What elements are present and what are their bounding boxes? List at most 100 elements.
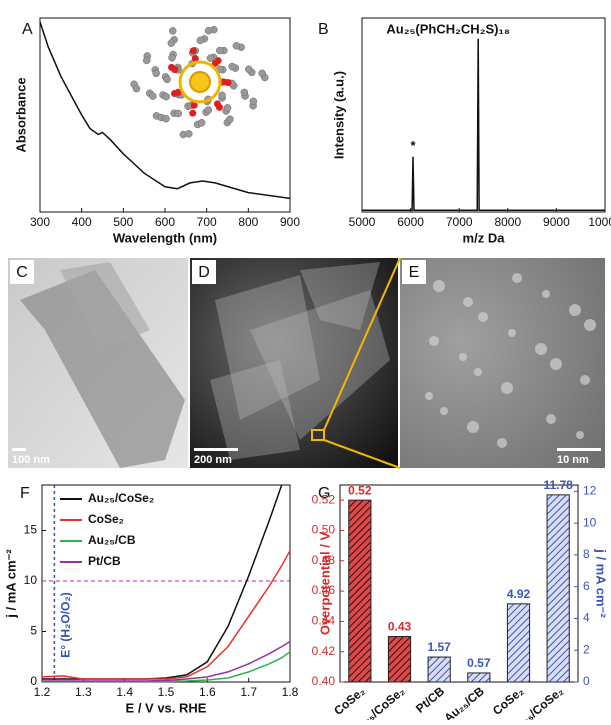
atom-s xyxy=(191,54,199,62)
atom-s xyxy=(189,109,197,117)
x-tick-label: 1.2 xyxy=(34,685,51,699)
y-tick-label: 5 xyxy=(30,624,37,638)
value-label: 11.78 xyxy=(543,478,573,492)
y-tick-label: 0.42 xyxy=(312,644,336,658)
atom-s xyxy=(190,101,198,109)
y-tick-label: 10 xyxy=(24,573,38,587)
scale-bar xyxy=(194,448,238,451)
plot-frame xyxy=(339,484,579,683)
nanoparticle xyxy=(508,329,516,337)
atom xyxy=(228,62,236,71)
y-axis-label: Intensity (a.u.) xyxy=(331,71,346,159)
atom xyxy=(185,130,193,138)
atom xyxy=(162,114,170,123)
atom xyxy=(204,26,213,35)
atom xyxy=(218,91,226,100)
atom xyxy=(163,75,171,84)
micrograph xyxy=(400,258,605,468)
panel-label: C xyxy=(16,264,28,281)
x-tick-label: 1.3 xyxy=(75,685,92,699)
x-axis-label: Wavelength (nm) xyxy=(113,230,217,245)
scale-bar xyxy=(557,448,601,451)
atom xyxy=(226,115,234,123)
atom xyxy=(216,46,224,55)
atom xyxy=(149,92,157,100)
y-tick-label: 2 xyxy=(583,642,590,656)
x-axis-label: E / V vs. RHE xyxy=(126,700,207,715)
nanoparticle xyxy=(546,414,556,424)
scale-bar xyxy=(12,448,26,451)
flake xyxy=(210,360,300,460)
bar xyxy=(506,603,531,683)
x-tick-label: 400 xyxy=(72,215,92,229)
bar xyxy=(427,656,451,683)
x-axis-label: m/z Da xyxy=(463,230,506,245)
nanoparticle xyxy=(467,421,479,433)
scale-bar-label: 10 nm xyxy=(557,454,589,466)
data-line xyxy=(42,484,283,680)
sheet xyxy=(60,262,150,350)
x-tick-label: CoSe₂ xyxy=(490,684,527,718)
x-tick-label: 8000 xyxy=(494,215,521,229)
bar xyxy=(546,494,570,683)
value-label: 0.52 xyxy=(348,483,372,497)
nanoparticle xyxy=(440,407,448,415)
nanoparticle xyxy=(512,273,522,283)
atom xyxy=(204,106,213,114)
nanoparticle xyxy=(463,297,473,307)
flake xyxy=(250,290,390,440)
atom-s xyxy=(170,90,178,98)
atom xyxy=(162,92,170,101)
x-tick-label: 300 xyxy=(30,215,50,229)
plot-frame xyxy=(41,484,291,683)
atom-s xyxy=(215,103,223,111)
y-tick-label: 4 xyxy=(583,611,590,625)
y-tick-label: 10 xyxy=(583,515,597,529)
x-tick-label: 1.8 xyxy=(282,685,299,699)
legend-label: Au₂₅/CoSe₂ xyxy=(88,491,154,505)
atom-s xyxy=(214,57,222,65)
nanoparticle xyxy=(584,319,596,331)
atom xyxy=(142,56,151,65)
bar xyxy=(348,499,372,683)
atom-s xyxy=(189,47,197,55)
nanoparticle xyxy=(576,431,584,439)
plot-frame xyxy=(39,17,291,213)
data-line xyxy=(39,21,291,200)
y-tick-label: 0.44 xyxy=(312,614,336,628)
atom xyxy=(245,65,253,74)
au-core xyxy=(189,71,211,93)
x-tick-label: 1.4 xyxy=(116,685,133,699)
annotation: * xyxy=(410,138,416,153)
x-tick-label: 500 xyxy=(113,215,133,229)
atom xyxy=(132,84,141,93)
value-label: 1.57 xyxy=(427,640,451,654)
x-tick-label: 10000 xyxy=(588,215,611,229)
x-tick-label: 1.7 xyxy=(240,685,257,699)
y-tick-label: 6 xyxy=(583,579,590,593)
atom xyxy=(168,27,177,35)
value-label: 4.92 xyxy=(507,587,531,601)
y-tick-label: 0.48 xyxy=(312,553,336,567)
flake xyxy=(300,262,380,330)
legend-label: Au₂₅/CB xyxy=(88,533,136,547)
data-line xyxy=(41,550,291,680)
atom-s xyxy=(168,63,176,71)
panel-label-box xyxy=(10,260,34,284)
nanoparticle xyxy=(429,336,439,346)
legend-label: CoSe₂ xyxy=(88,512,124,526)
zoom-line xyxy=(323,257,401,431)
y-axis-label: Absorbance xyxy=(13,77,28,152)
nanoparticle xyxy=(580,375,590,385)
atom-s xyxy=(224,78,232,86)
data-line xyxy=(362,38,605,212)
nanoparticle xyxy=(501,382,513,394)
au-core xyxy=(178,60,222,104)
panel-label-box xyxy=(402,260,426,284)
x-tick-label: 1.6 xyxy=(199,685,216,699)
atom xyxy=(196,36,205,45)
x-tick-label: 700 xyxy=(197,215,217,229)
scale-bar-label: 100 nm xyxy=(12,454,50,466)
y-tick-label: 0 xyxy=(583,674,590,688)
atom xyxy=(174,109,182,118)
